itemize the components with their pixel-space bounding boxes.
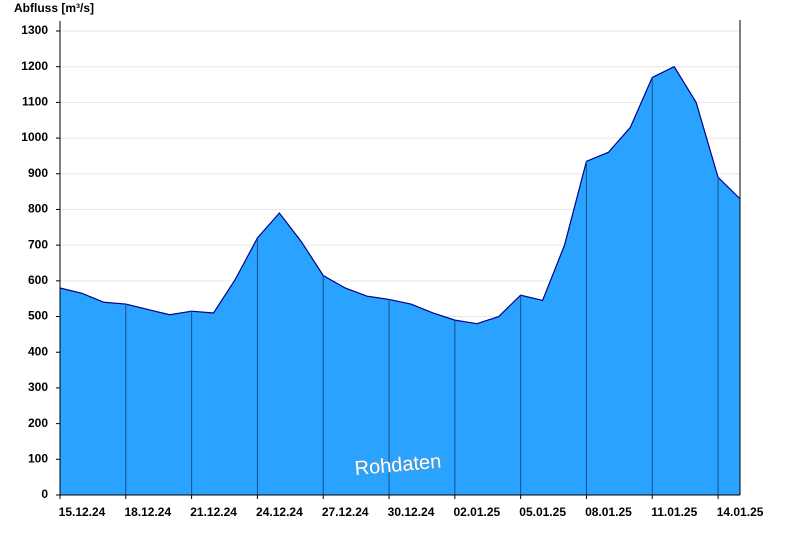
x-tick-label: 14.01.25 bbox=[717, 505, 764, 519]
y-tick-label: 800 bbox=[28, 202, 48, 216]
y-tick-label: 700 bbox=[28, 237, 48, 251]
y-tick-label: 1200 bbox=[21, 59, 48, 73]
y-tick-label: 900 bbox=[28, 166, 48, 180]
y-tick-label: 0 bbox=[41, 487, 48, 501]
y-tick-label: 300 bbox=[28, 380, 48, 394]
y-tick-label: 1100 bbox=[22, 95, 48, 109]
y-tick-label: 600 bbox=[28, 273, 48, 287]
y-tick-label: 1000 bbox=[21, 130, 48, 144]
x-tick-label: 02.01.25 bbox=[453, 505, 500, 519]
x-tick-label: 24.12.24 bbox=[256, 505, 303, 519]
y-tick-label: 400 bbox=[28, 344, 48, 358]
y-axis-label: Abfluss [m³/s] bbox=[14, 1, 94, 15]
area bbox=[60, 66, 740, 495]
y-tick-label: 1300 bbox=[21, 23, 48, 37]
x-tick-label: 21.12.24 bbox=[190, 505, 237, 519]
x-tick-label: 08.01.25 bbox=[585, 505, 632, 519]
x-tick-label: 11.01.25 bbox=[651, 505, 697, 519]
x-tick-label: 15.12.24 bbox=[59, 505, 106, 519]
x-tick-label: 30.12.24 bbox=[388, 505, 435, 519]
y-tick-label: 200 bbox=[28, 416, 48, 430]
line bbox=[59, 65, 741, 325]
x-tick-label: 18.12.24 bbox=[124, 505, 171, 519]
y-tick-label: 500 bbox=[28, 309, 48, 323]
y-tick-label: 100 bbox=[28, 451, 48, 465]
x-tick-label: 27.12.24 bbox=[322, 505, 369, 519]
x-tick-label: 05.01.25 bbox=[519, 505, 566, 519]
